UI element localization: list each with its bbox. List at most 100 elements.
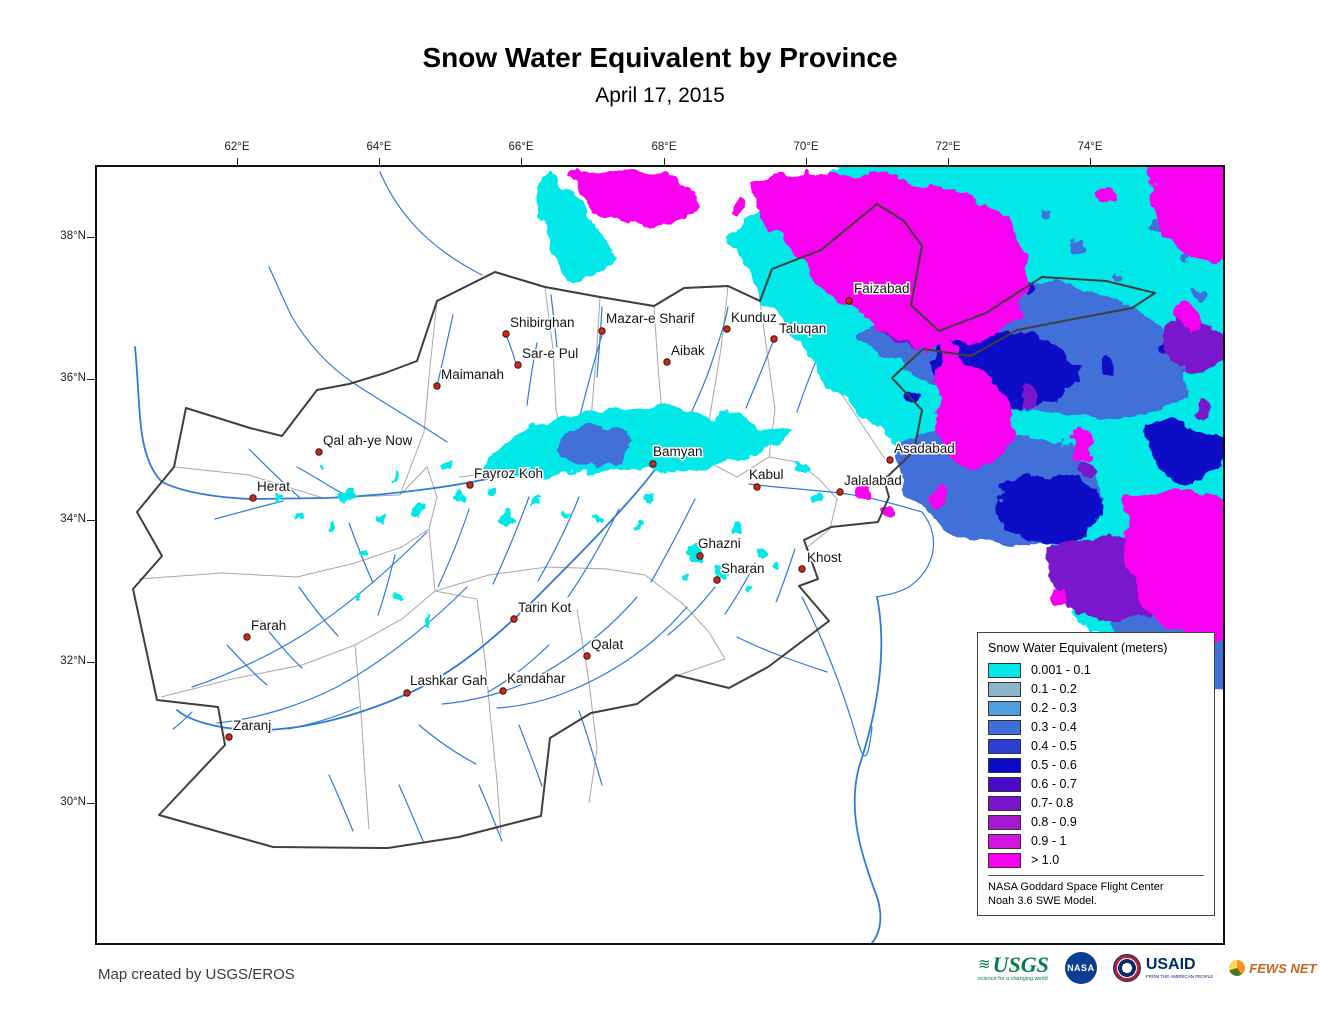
- city-label: Maimanah: [441, 367, 504, 382]
- legend-label: > 1.0: [1031, 853, 1060, 867]
- city-marker: Ghazni: [696, 535, 742, 560]
- city-label: Mazar-e Sharif: [606, 311, 695, 326]
- legend-divider: [988, 875, 1204, 876]
- city-marker: Mazar-e Sharif: [598, 310, 696, 335]
- lat-label: 38°N: [60, 230, 86, 242]
- axis-tick: [664, 158, 665, 165]
- axis-tick: [237, 158, 238, 165]
- legend: Snow Water Equivalent (meters) 0.001 - 0…: [977, 632, 1215, 916]
- city-marker: Kunduz: [723, 309, 779, 333]
- city-label: Asadabad: [894, 441, 955, 456]
- legend-swatch: [988, 662, 1021, 678]
- city-label: Ghazni: [698, 536, 741, 551]
- axis-tick: [87, 662, 95, 663]
- city-label: Taluqan: [779, 321, 826, 336]
- city-label: Tarin Kot: [518, 600, 572, 615]
- city-dot: [225, 733, 233, 741]
- lon-label: 68°E: [651, 141, 677, 153]
- city-marker: Kabul: [748, 466, 785, 491]
- province-boundaries-layer: [138, 285, 886, 836]
- legend-label: 0.001 - 0.1: [1031, 663, 1091, 677]
- city-dot: [696, 552, 704, 560]
- lon-label: 72°E: [935, 141, 961, 153]
- city-dot: [723, 325, 731, 333]
- city-marker: Tarin Kot: [510, 599, 573, 623]
- usaid-logo: USAID FROM THE AMERICAN PEOPLE: [1112, 954, 1214, 982]
- city-label: Kabul: [749, 467, 784, 482]
- city-marker: Qalat: [583, 636, 625, 660]
- usaid-tagline: FROM THE AMERICAN PEOPLE: [1145, 974, 1214, 979]
- legend-swatch: [988, 757, 1021, 773]
- legend-row: 0.1 - 0.2: [988, 681, 1204, 697]
- legend-row: 0.5 - 0.6: [988, 757, 1204, 773]
- city-label: Herat: [257, 479, 290, 494]
- city-dot: [433, 382, 441, 390]
- legend-swatch: [988, 795, 1021, 811]
- city-label: Kandahar: [507, 671, 566, 686]
- swe-cyan-speckle-layer: [276, 461, 822, 625]
- city-dot: [315, 448, 323, 456]
- city-marker: Maimanah: [433, 366, 506, 390]
- city-marker: Lashkar Gah: [403, 672, 489, 697]
- fewsnet-logo-text: FEWS NET: [1249, 960, 1317, 976]
- nasa-logo: NASA: [1064, 952, 1097, 984]
- legend-row: > 1.0: [988, 852, 1204, 868]
- lat-label: 36°N: [60, 372, 86, 384]
- city-dot: [836, 488, 844, 496]
- legend-swatch: [988, 814, 1021, 830]
- page-subtitle: April 17, 2015: [595, 84, 725, 107]
- city-label: Zaranj: [233, 718, 271, 733]
- city-marker: Jalalabad: [836, 472, 903, 496]
- lon-label: 62°E: [224, 141, 250, 153]
- city-label: Sharan: [721, 561, 765, 576]
- page-title: Snow Water Equivalent by Province: [422, 42, 898, 73]
- legend-label: 0.9 - 1: [1031, 834, 1067, 848]
- legend-row: 0.4 - 0.5: [988, 738, 1204, 754]
- city-label: Faizabad: [854, 281, 910, 296]
- city-marker: Zaranj: [225, 717, 273, 741]
- legend-swatch: [988, 776, 1021, 792]
- usgs-logo-text: USGS: [992, 951, 1049, 977]
- city-marker: Asadabad: [886, 440, 956, 464]
- cities-layer: Shibirghan Mazar-e Sharif Kunduz Faizaba…: [225, 280, 956, 741]
- city-marker: Aibak: [663, 342, 707, 366]
- city-marker: Fayroz Koh: [466, 465, 545, 489]
- city-label: Qalat: [591, 637, 624, 652]
- lon-label: 70°E: [793, 141, 819, 153]
- usgs-logo: ≋ USGS science for a changing world: [978, 951, 1049, 983]
- city-dot: [753, 483, 761, 491]
- legend-title: Snow Water Equivalent (meters): [988, 641, 1168, 655]
- legend-row: 0.7- 0.8: [988, 795, 1204, 811]
- lon-label: 66°E: [508, 141, 534, 153]
- fews-globe-icon: [1229, 960, 1246, 976]
- legend-label: 0.4 - 0.5: [1031, 739, 1077, 753]
- legend-note-line2: Noah 3.6 SWE Model.: [988, 895, 1097, 908]
- city-dot: [798, 565, 806, 573]
- lat-label: 32°N: [60, 655, 86, 667]
- afghanistan-map: Shibirghan Mazar-e Sharif Kunduz Faizaba…: [132, 167, 1223, 943]
- country-boundary: [132, 203, 1156, 849]
- city-label: Fayroz Koh: [474, 466, 543, 481]
- legend-label: 0.2 - 0.3: [1031, 701, 1077, 715]
- axis-tick: [948, 158, 949, 165]
- city-dot: [403, 689, 411, 697]
- city-dot: [510, 615, 518, 623]
- city-dot: [649, 460, 657, 468]
- usgs-tagline: science for a changing world: [978, 975, 1048, 982]
- city-dot: [466, 481, 474, 489]
- fewsnet-logo: FEWS NET: [1229, 960, 1316, 976]
- legend-label: 0.3 - 0.4: [1031, 720, 1077, 734]
- city-marker: Faizabad: [845, 280, 911, 305]
- axis-tick: [379, 158, 380, 165]
- city-marker: Sharan: [713, 560, 766, 584]
- legend-label: 0.1 - 0.2: [1031, 682, 1077, 696]
- usaid-seal-icon: [1112, 954, 1141, 982]
- axis-tick: [521, 158, 522, 165]
- lat-label: 30°N: [60, 796, 86, 808]
- legend-swatch: [988, 700, 1021, 716]
- city-dot: [663, 358, 671, 366]
- city-marker: Herat: [249, 478, 292, 502]
- city-marker: Kandahar: [499, 670, 568, 695]
- city-label: Qal ah-ye Now: [323, 433, 413, 448]
